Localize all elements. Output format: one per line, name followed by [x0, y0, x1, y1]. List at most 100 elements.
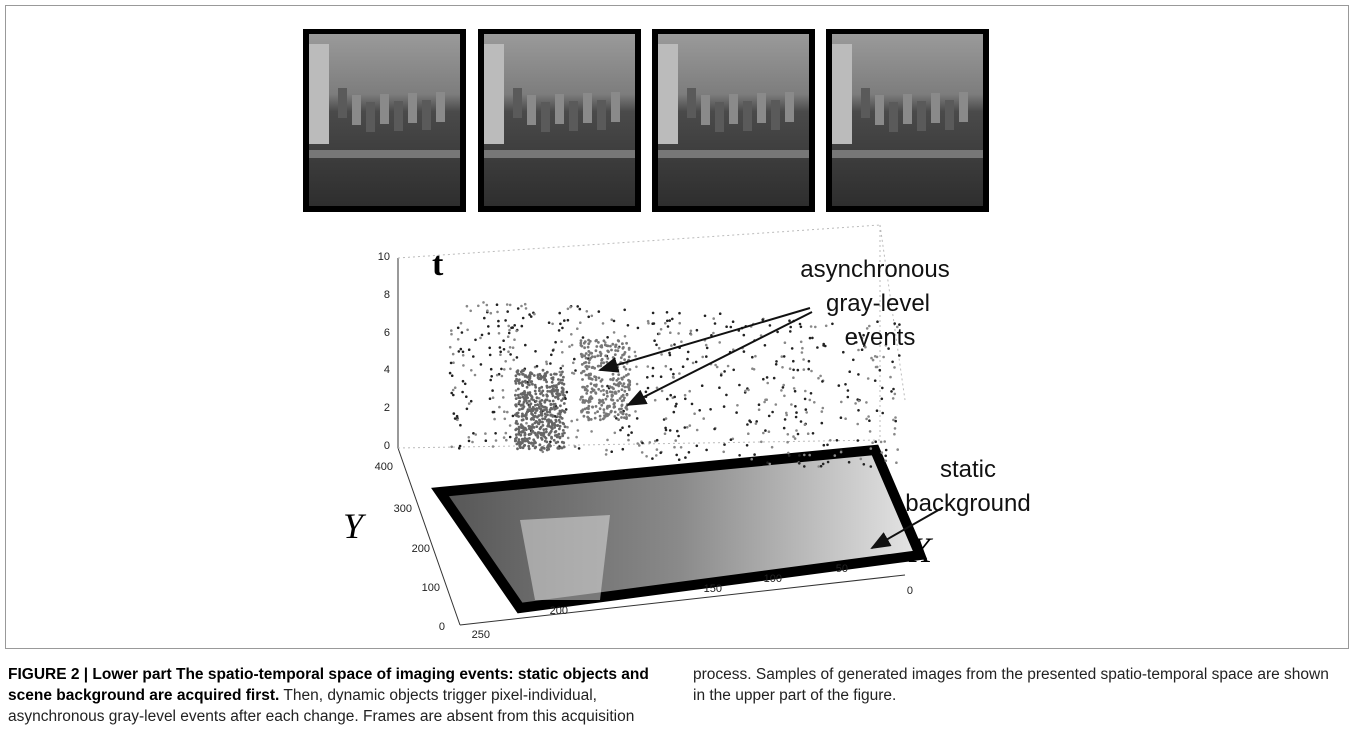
event [520, 305, 523, 308]
event [803, 454, 806, 457]
event [613, 383, 616, 386]
event [470, 400, 473, 403]
event [696, 329, 699, 332]
event [611, 391, 614, 394]
event [766, 382, 769, 385]
x-tick-label: 150 [704, 583, 722, 595]
event [539, 427, 542, 430]
event [624, 406, 627, 409]
building [875, 95, 884, 125]
event [627, 439, 630, 442]
event [541, 414, 544, 417]
event [545, 381, 548, 384]
event [736, 404, 739, 407]
event [506, 310, 509, 313]
event [673, 396, 676, 399]
building [687, 88, 696, 118]
event [505, 439, 508, 442]
event [480, 363, 483, 366]
event [602, 322, 605, 325]
event [550, 373, 553, 376]
building [945, 100, 954, 130]
event [525, 307, 528, 310]
event-points [449, 301, 901, 468]
event [494, 432, 497, 435]
event [562, 376, 565, 379]
event [522, 317, 525, 320]
event [602, 361, 605, 364]
event [623, 397, 626, 400]
event [542, 424, 545, 427]
event [562, 441, 565, 444]
event [457, 327, 460, 330]
event [795, 416, 798, 419]
event [871, 441, 874, 444]
event [590, 397, 593, 400]
event [493, 418, 496, 421]
event [595, 339, 598, 342]
event [509, 436, 512, 439]
event [546, 385, 549, 388]
event [627, 434, 630, 437]
event [605, 398, 608, 401]
event [599, 407, 602, 410]
event [807, 432, 810, 435]
event [604, 344, 607, 347]
event [525, 395, 528, 398]
event [804, 390, 807, 393]
event [549, 403, 552, 406]
event [789, 326, 792, 329]
event [590, 352, 593, 355]
event [619, 382, 622, 385]
event [810, 325, 813, 328]
event [574, 369, 577, 372]
event [516, 415, 519, 418]
event [465, 395, 468, 398]
event [509, 368, 512, 371]
event [588, 361, 591, 364]
event [560, 379, 563, 382]
event [522, 429, 525, 432]
event [545, 408, 548, 411]
event [591, 406, 594, 409]
event [503, 348, 506, 351]
event [490, 375, 493, 378]
event [673, 446, 676, 449]
event [537, 376, 540, 379]
building [569, 101, 578, 131]
event [570, 420, 573, 423]
event [477, 305, 480, 308]
event [528, 374, 531, 377]
event [874, 379, 877, 382]
event [519, 434, 522, 437]
event [810, 392, 813, 395]
event [599, 415, 602, 418]
event [585, 352, 588, 355]
event [535, 434, 538, 437]
event [469, 310, 472, 313]
event [485, 439, 488, 442]
event [691, 403, 694, 406]
event [666, 398, 669, 401]
event [894, 427, 897, 430]
event [753, 453, 756, 456]
event [808, 454, 811, 457]
event [499, 353, 502, 356]
event [712, 332, 715, 335]
event [457, 338, 460, 341]
event [552, 378, 555, 381]
event [555, 441, 558, 444]
event [558, 412, 561, 415]
event [589, 400, 592, 403]
event [625, 342, 628, 345]
event [788, 454, 791, 457]
event [530, 402, 533, 405]
event [786, 441, 789, 444]
event [535, 420, 538, 423]
event [666, 311, 669, 314]
event [570, 333, 573, 336]
t-tick-label: 8 [384, 289, 390, 301]
event [794, 405, 797, 408]
event [677, 435, 680, 438]
event [867, 377, 870, 380]
